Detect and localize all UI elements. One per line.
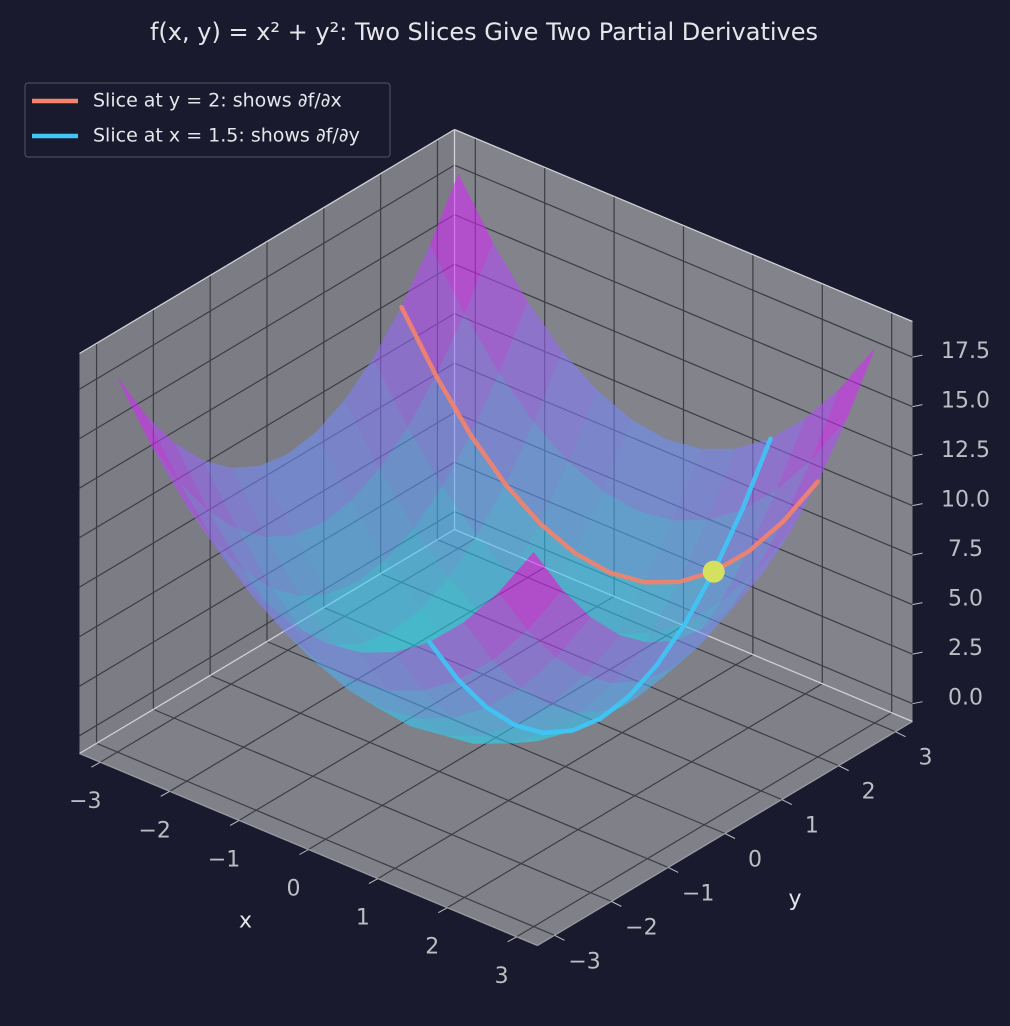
- x-tick-label: 0: [287, 877, 301, 902]
- z-tick-mark: [912, 354, 923, 358]
- tangent-point: [702, 560, 725, 583]
- pane-edge: [79, 128, 455, 355]
- pane-edge: [454, 128, 913, 323]
- y-tick-label: 1: [805, 814, 819, 839]
- z-tick-label: 17.5: [941, 339, 990, 364]
- grid-line: [79, 263, 455, 489]
- z-tick-mark: [912, 552, 923, 556]
- grid-line: [153, 708, 612, 902]
- grid-line: [454, 164, 913, 358]
- axis-line: [537, 720, 913, 947]
- z-tick-label: 10.0: [941, 488, 990, 513]
- legend-label: Slice at y = 2: shows ∂f/∂x: [93, 90, 342, 112]
- grid-line: [454, 214, 913, 408]
- surface-patch: [498, 551, 563, 631]
- y-tick-mark: [667, 866, 679, 873]
- x-tick-mark: [507, 936, 517, 943]
- x-tick-mark: [229, 819, 240, 826]
- grid-line: [79, 164, 455, 390]
- chart-title: f(x, y) = x² + y²: Two Slices Give Two P…: [150, 18, 818, 46]
- x-axis-label: x: [239, 909, 252, 934]
- x-tick-mark: [368, 878, 379, 885]
- x-tick-mark: [160, 790, 170, 797]
- slice-line: [399, 304, 821, 585]
- legend-box: [24, 82, 391, 158]
- y-tick-mark: [838, 765, 849, 772]
- x-tick-label: −3: [69, 789, 101, 814]
- z-tick-label: 0.0: [948, 686, 983, 711]
- z-tick-mark: [912, 651, 923, 655]
- y-tick-label: 0: [748, 848, 762, 873]
- z-tick-mark: [912, 701, 923, 705]
- y-tick-mark: [611, 900, 622, 907]
- z-tick-label: 7.5: [948, 537, 983, 562]
- y-tick-label: −1: [682, 881, 714, 906]
- z-tick-label: 12.5: [941, 438, 990, 463]
- x-tick-mark: [299, 849, 309, 855]
- y-tick-mark: [895, 731, 906, 738]
- y-tick-mark: [554, 934, 565, 941]
- y-tick-label: −3: [568, 949, 600, 974]
- z-tick-mark: [912, 453, 923, 457]
- z-tick-label: 15.0: [941, 389, 990, 414]
- grid-line: [79, 214, 455, 440]
- x-tick-label: 3: [495, 964, 509, 989]
- y-tick-mark: [724, 833, 736, 839]
- z-tick-mark: [912, 404, 923, 408]
- z-tick-mark: [912, 602, 923, 606]
- grid-line: [96, 742, 555, 936]
- x-tick-mark: [91, 761, 101, 768]
- y-axis-label: y: [788, 887, 801, 912]
- y-tick-label: 3: [918, 746, 932, 771]
- z-tick-label: 5.0: [948, 587, 983, 612]
- x-tick-label: 2: [425, 935, 439, 960]
- z-tick-mark: [912, 503, 923, 507]
- y-tick-label: 2: [862, 780, 876, 805]
- surface: [117, 173, 875, 744]
- legend-label: Slice at x = 1.5: shows ∂f/∂y: [93, 125, 360, 147]
- x-tick-mark: [438, 907, 448, 914]
- grid-line: [209, 674, 669, 868]
- x-tick-label: 1: [356, 906, 370, 931]
- z-tick-label: 2.5: [948, 636, 983, 661]
- y-tick-mark: [781, 799, 793, 806]
- y-tick-label: −2: [625, 915, 657, 940]
- x-tick-label: −1: [208, 847, 240, 872]
- axis-line: [79, 752, 538, 947]
- x-tick-label: −2: [138, 818, 170, 843]
